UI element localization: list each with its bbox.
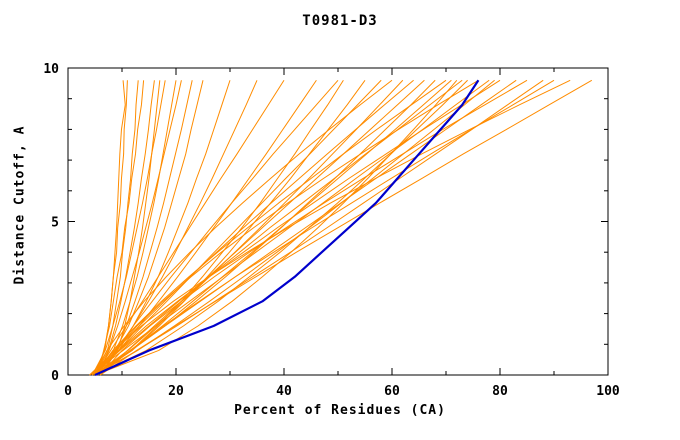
x-tick-label: 20 [168, 384, 184, 399]
x-tick-label: 100 [596, 384, 620, 399]
y-tick-label: 0 [51, 369, 59, 384]
model-curve [94, 79, 366, 376]
model-curve [100, 79, 425, 376]
model-curve [94, 79, 317, 376]
x-tick-label: 80 [492, 384, 508, 399]
model-curve [94, 79, 501, 376]
model-curve [91, 80, 166, 376]
model-curve [94, 79, 571, 376]
model-curve [99, 79, 479, 376]
model-curve [94, 80, 155, 376]
model-curve [94, 79, 382, 376]
model-curve [94, 80, 285, 376]
model-curve [94, 79, 414, 376]
model-curve [89, 80, 204, 376]
model-curve [94, 79, 393, 376]
model-curve [94, 80, 177, 376]
model-curve [99, 79, 339, 376]
model-curve [94, 80, 231, 376]
model-curve [94, 79, 544, 376]
model-curve [94, 79, 517, 376]
model-curve [97, 80, 145, 376]
model-curve [97, 80, 182, 376]
model-curve [100, 79, 528, 376]
model-curve [89, 79, 490, 376]
x-axis-label: Percent of Residues (CA) [234, 403, 446, 418]
x-tick-label: 40 [276, 384, 292, 399]
chart-title: T0981-D3 [302, 13, 378, 29]
model-curve [97, 79, 452, 376]
model-curve [100, 79, 593, 376]
y-tick-label: 10 [43, 62, 59, 77]
plot-border [67, 67, 609, 376]
model-curve [100, 79, 555, 376]
highlight-curve [94, 79, 480, 377]
x-tick-label: 0 [64, 384, 72, 399]
y-axis-label: Distance Cutoff, A [12, 125, 28, 285]
model-curve [94, 79, 495, 376]
model-curve [92, 80, 344, 376]
x-tick-label: 60 [384, 384, 400, 399]
model-curve [94, 79, 447, 376]
y-tick-label: 5 [51, 216, 59, 231]
model-curve [94, 80, 126, 376]
model-curve [94, 79, 458, 376]
